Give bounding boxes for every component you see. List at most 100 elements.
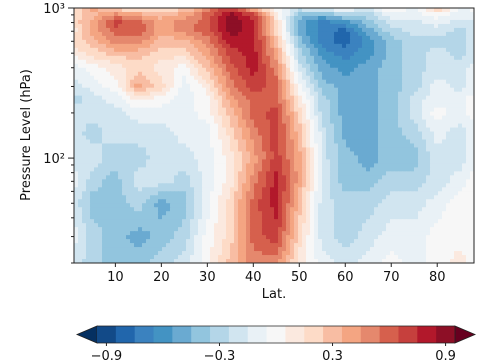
heatmap-cell	[90, 63, 95, 69]
heatmap-cell	[302, 91, 307, 97]
heatmap-cell	[298, 47, 303, 53]
heatmap-cell	[386, 59, 391, 65]
heatmap-cell	[250, 11, 255, 17]
heatmap-cell	[334, 91, 339, 97]
heatmap-cell	[362, 135, 367, 141]
heatmap-cell	[230, 71, 235, 77]
heatmap-cell	[238, 103, 243, 109]
heatmap-cell	[310, 171, 315, 176]
heatmap-cell	[470, 111, 474, 117]
heatmap-cell	[282, 15, 287, 21]
heatmap-cell	[338, 183, 343, 188]
heatmap-cell	[342, 87, 347, 93]
heatmap-cell	[166, 67, 171, 73]
heatmap-cell	[410, 147, 415, 153]
heatmap-cell	[306, 99, 311, 105]
heatmap-cell	[314, 203, 319, 208]
heatmap-cell	[146, 15, 151, 21]
heatmap-cell	[214, 147, 219, 153]
heatmap-cell	[250, 119, 255, 125]
heatmap-cell	[146, 39, 151, 45]
heatmap-cell	[182, 79, 187, 85]
heatmap-cell	[206, 47, 211, 53]
heatmap-cell	[446, 131, 451, 137]
heatmap-cell	[74, 111, 79, 117]
heatmap-cell	[338, 19, 343, 25]
heatmap-cell	[358, 79, 363, 85]
heatmap-cell	[262, 139, 267, 145]
heatmap-cell	[318, 151, 323, 157]
heatmap-cell	[194, 151, 199, 157]
heatmap-cell	[190, 103, 195, 109]
heatmap-cell	[274, 67, 279, 73]
heatmap-cell	[162, 87, 167, 93]
heatmap-cell	[278, 199, 283, 204]
heatmap-cell	[402, 183, 407, 188]
heatmap-cell	[354, 47, 359, 53]
heatmap-cell	[214, 83, 219, 89]
heatmap-cell	[138, 95, 143, 101]
heatmap-cell	[294, 19, 299, 25]
heatmap-cell	[198, 55, 203, 61]
heatmap-cell	[134, 63, 139, 69]
heatmap-cell	[82, 151, 87, 157]
heatmap-cell	[110, 203, 115, 208]
heatmap-cell	[134, 119, 139, 125]
heatmap-cell	[414, 39, 419, 45]
heatmap-cell	[262, 155, 267, 160]
heatmap-cell	[182, 175, 187, 180]
heatmap-cell	[402, 75, 407, 81]
heatmap-cell	[214, 115, 219, 121]
heatmap-cell	[154, 155, 159, 160]
heatmap-cell	[82, 143, 87, 149]
heatmap-cell	[222, 151, 227, 157]
heatmap-cell	[114, 35, 119, 41]
heatmap-cell	[242, 15, 247, 21]
heatmap-cell	[254, 199, 259, 204]
heatmap-cell	[146, 23, 151, 29]
heatmap-cell	[302, 187, 307, 192]
heatmap-cell	[74, 175, 79, 180]
heatmap-cell	[278, 63, 283, 69]
heatmap-cell	[414, 63, 419, 69]
heatmap-cell	[174, 167, 179, 172]
heatmap-cell	[222, 195, 227, 200]
heatmap-cell	[466, 183, 471, 188]
heatmap-cell	[234, 143, 239, 149]
heatmap-cell	[450, 83, 455, 89]
heatmap-cell	[254, 11, 259, 17]
heatmap-cell	[230, 87, 235, 93]
heatmap-cell	[258, 115, 263, 121]
heatmap-cell	[338, 15, 343, 21]
heatmap-cell	[374, 91, 379, 97]
heatmap-cell	[118, 11, 123, 17]
heatmap-cell	[214, 111, 219, 117]
heatmap-cell	[454, 79, 459, 85]
heatmap-cell	[326, 43, 331, 49]
heatmap-cell	[146, 67, 151, 73]
heatmap-cell	[110, 167, 115, 172]
heatmap-cell	[378, 27, 383, 33]
heatmap-cell	[134, 171, 139, 176]
heatmap-cell	[98, 103, 103, 109]
heatmap-cell	[242, 79, 247, 85]
heatmap-cell	[310, 135, 315, 141]
heatmap-cell	[426, 99, 431, 105]
heatmap-cell	[150, 175, 155, 180]
heatmap-cell	[318, 43, 323, 49]
heatmap-cell	[374, 39, 379, 45]
heatmap-cell	[314, 127, 319, 133]
heatmap-cell	[278, 191, 283, 196]
heatmap-cell	[242, 87, 247, 93]
heatmap-cell	[186, 83, 191, 89]
heatmap-cell	[270, 199, 275, 204]
heatmap-cell	[398, 143, 403, 149]
heatmap-cell	[178, 91, 183, 97]
heatmap-cell	[130, 8, 135, 13]
heatmap-cell	[214, 19, 219, 25]
heatmap-cell	[110, 15, 115, 21]
heatmap-cell	[378, 203, 383, 208]
heatmap-cell	[410, 183, 415, 188]
heatmap-cell	[234, 135, 239, 141]
heatmap-cell	[242, 171, 247, 176]
